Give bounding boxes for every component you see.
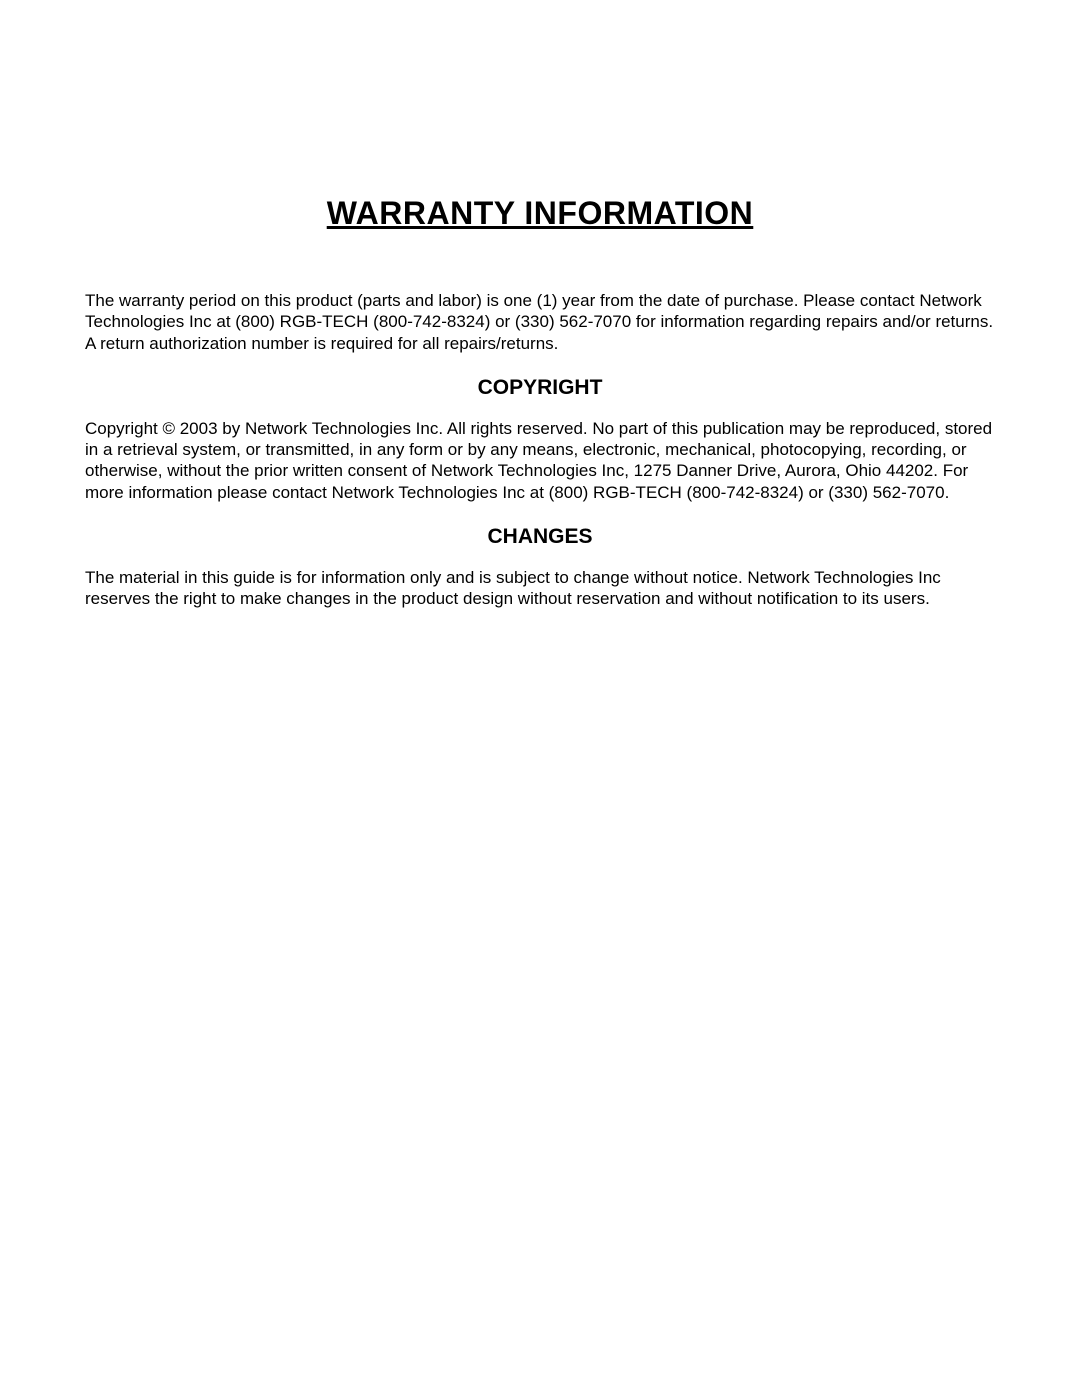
changes-heading: CHANGES: [85, 525, 995, 549]
changes-paragraph: The material in this guide is for inform…: [85, 567, 995, 610]
copyright-heading: COPYRIGHT: [85, 376, 995, 400]
warranty-paragraph: The warranty period on this product (par…: [85, 290, 995, 354]
copyright-paragraph: Copyright © 2003 by Network Technologies…: [85, 418, 995, 503]
main-title: WARRANTY INFORMATION: [85, 195, 995, 232]
